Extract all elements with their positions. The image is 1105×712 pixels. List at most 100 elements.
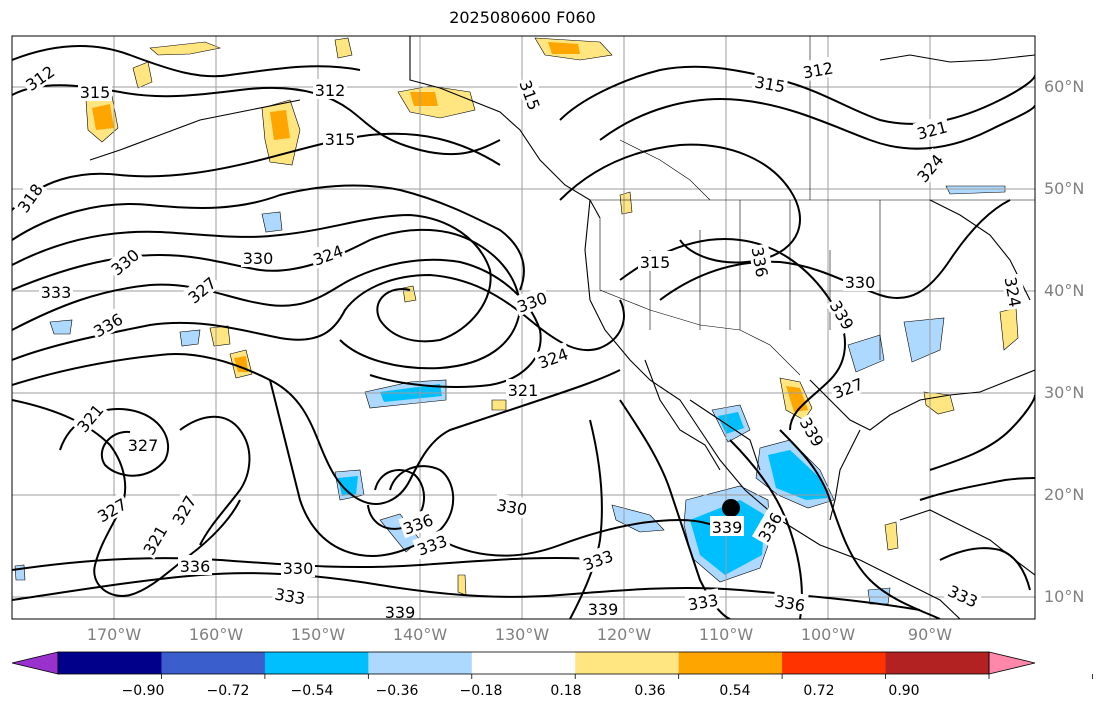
contour-label-bg	[87, 306, 128, 342]
lat-label: 60°N	[1044, 77, 1085, 96]
contour-label-bg	[710, 516, 744, 536]
contour-label: 327	[831, 374, 866, 402]
colorbar-segment	[368, 652, 473, 674]
contour-label-bg	[383, 601, 417, 621]
contour-label: 330	[243, 249, 274, 268]
colorbar-tick-label: −0.36	[375, 683, 419, 699]
contour-label: 327	[185, 273, 221, 307]
contour-label-bg	[771, 589, 809, 615]
contour-label-bg	[638, 251, 672, 271]
lat-label: 40°N	[1044, 281, 1085, 300]
contour-label-bg	[178, 555, 212, 575]
colorbar-segment	[782, 652, 887, 674]
contour-label-bg	[751, 70, 789, 96]
contour-label: 324	[311, 241, 346, 269]
contour-label: 330	[108, 245, 144, 279]
lon-label: 140°W	[392, 625, 448, 644]
contour-label-bg	[165, 489, 201, 530]
contour-label: 339	[588, 600, 619, 619]
contour-label: 336	[180, 557, 211, 576]
contour-label: 315	[753, 72, 786, 96]
contour-label-bg	[912, 114, 951, 144]
colorbar-tick-label: −0.90	[121, 683, 165, 699]
contour-label-bg	[181, 270, 221, 308]
contour-label-bg	[825, 294, 861, 335]
lon-label: 120°W	[596, 625, 652, 644]
contour-label-bg	[271, 582, 309, 608]
lat-label: 30°N	[1044, 383, 1085, 402]
colorbar-segment	[264, 652, 369, 674]
lon-label: 160°W	[188, 625, 244, 644]
contour-label-bg	[943, 578, 984, 612]
colorbar-segment	[471, 652, 576, 674]
contour-label-bg	[136, 519, 172, 560]
contour-label-bg	[241, 247, 275, 267]
contour-label: 321	[915, 117, 949, 143]
contour-label-bg	[512, 285, 552, 317]
colorbar-extension-min	[11, 651, 59, 675]
contour-label: 330	[495, 495, 528, 519]
contour-label-bg	[684, 588, 722, 614]
contour-label-bg	[795, 411, 831, 452]
contour-label: 324	[536, 344, 571, 372]
lon-label: 170°W	[86, 625, 142, 644]
contour-label: 312	[801, 58, 834, 82]
colorbar-tick-label: 0.18	[550, 683, 582, 699]
contour-label: 321	[508, 381, 539, 400]
shaded-positive-regions	[85, 37, 1019, 596]
lat-label: 10°N	[1044, 587, 1085, 606]
colorbar-segment	[161, 652, 266, 674]
storm-center-marker	[722, 499, 740, 517]
lon-label: 130°W	[494, 625, 550, 644]
contour-label: 333	[41, 283, 72, 302]
colorbar-segment	[58, 652, 162, 674]
lon-label: 90°W	[907, 625, 953, 644]
colorbar-tick-label: 0.72	[803, 683, 835, 699]
contour-label-bg	[126, 434, 160, 454]
contour-label: 324	[913, 151, 947, 187]
contour-label: 339	[385, 603, 416, 622]
shaded-deepblue-regions	[338, 384, 828, 575]
contour-label-bg	[91, 491, 132, 527]
contour-label-bg	[493, 493, 531, 519]
colorbar-tick-label: 0.36	[634, 683, 666, 699]
contour-label: 315	[515, 78, 543, 113]
contour-label: 336	[773, 591, 806, 615]
contour-label-bg	[313, 79, 347, 99]
contour-label: 330	[845, 273, 876, 292]
lon-label: 100°W	[800, 625, 856, 644]
colorbar-tick-label: −0.72	[206, 683, 250, 699]
contour-label: 315	[640, 253, 671, 272]
contour-label-bg	[748, 243, 774, 281]
plot-frame	[11, 35, 1036, 620]
contour-label-bg	[751, 506, 787, 547]
colorbar-tick-label: 0.90	[888, 683, 920, 699]
contour-label: 324	[1000, 275, 1024, 308]
contour-label-bg	[39, 281, 73, 301]
colorbar-tick-label: 0.54	[719, 683, 751, 699]
contour-label: 336	[747, 245, 771, 278]
contour-label: 327	[128, 436, 159, 455]
contour-label-bg	[515, 75, 547, 115]
colorbar-frame	[57, 651, 990, 675]
contour-label: 330	[515, 288, 550, 316]
contour-label: 321	[73, 401, 107, 437]
contour-lines	[12, 44, 1035, 619]
lon-label: 110°W	[698, 625, 754, 644]
contour-label-bg	[578, 543, 618, 575]
lat-label: 50°N	[1044, 179, 1085, 198]
contour-label: 312	[315, 81, 346, 100]
contour-label-bg	[533, 341, 573, 373]
contour-label-bg	[281, 557, 315, 577]
chart-title: 2025080600 F060	[449, 8, 596, 27]
contour-label-bg	[19, 59, 60, 96]
contour-label-bg	[799, 56, 837, 82]
colorbar-tick-label: −0.54	[290, 683, 334, 699]
contour-label: 315	[80, 83, 111, 102]
contour-label-bg	[308, 238, 348, 270]
colorbar-tick-label: −0.18	[459, 683, 503, 699]
contour-label-bg	[843, 271, 877, 291]
contour-label: 330	[283, 559, 314, 578]
contour-label-bg	[104, 242, 144, 280]
